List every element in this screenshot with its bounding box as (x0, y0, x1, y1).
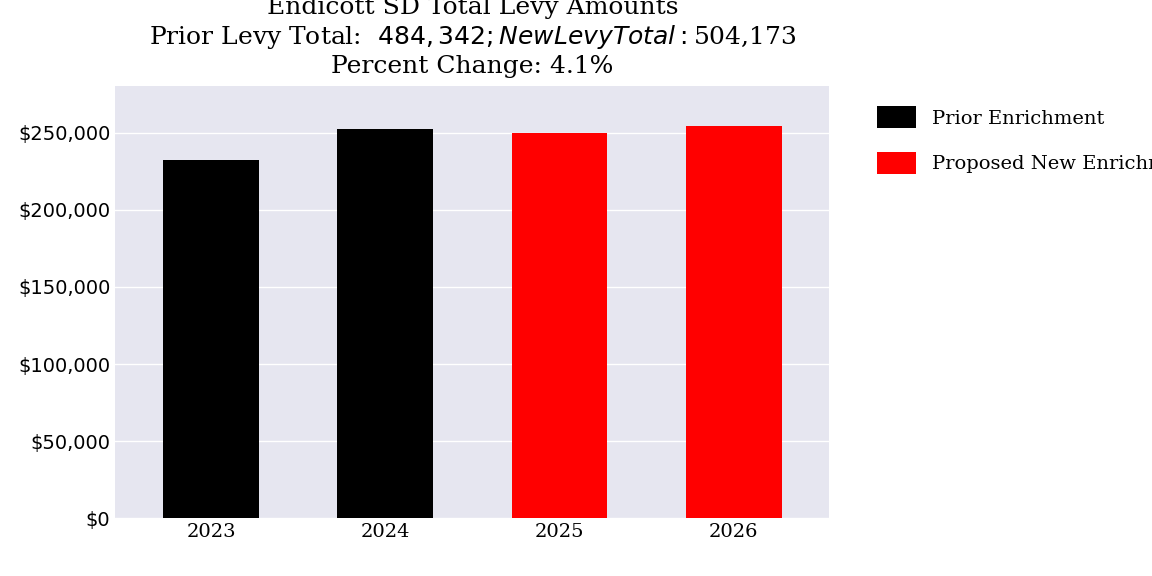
Legend: Prior Enrichment, Proposed New Enrichment: Prior Enrichment, Proposed New Enrichmen… (867, 96, 1152, 184)
Bar (685, 126, 781, 518)
Title: Endicott SD Total Levy Amounts
Prior Levy Total:  $484,342; New Levy Total: $504: Endicott SD Total Levy Amounts Prior Lev… (149, 0, 796, 78)
Bar (338, 129, 433, 518)
Bar (511, 132, 607, 518)
Bar (164, 161, 259, 518)
